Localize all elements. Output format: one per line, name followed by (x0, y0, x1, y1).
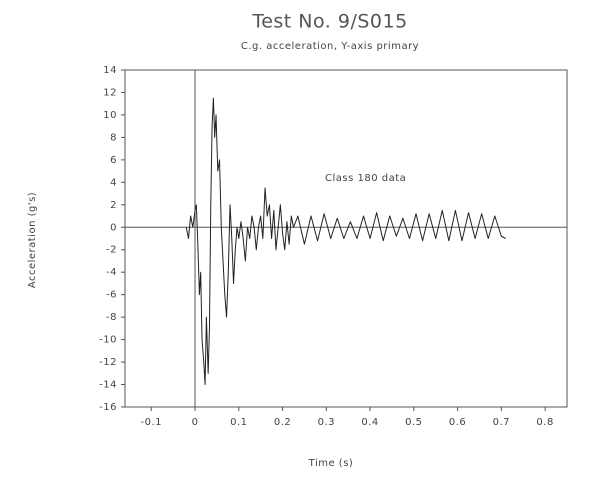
y-tick-label: -16 (99, 402, 117, 413)
y-tick-label: -2 (106, 245, 117, 256)
y-tick-label: 6 (110, 155, 117, 166)
y-tick-label: 4 (110, 177, 117, 188)
plot-frame (124, 69, 568, 408)
y-tick-label: -6 (106, 290, 117, 301)
x-tick-label: 0.5 (405, 417, 422, 428)
y-tick-label: 10 (103, 110, 117, 121)
annotation: Class 180 data (325, 173, 406, 184)
data-line (185, 97, 506, 386)
x-tick-label: -0.1 (140, 417, 162, 428)
y-tick-label: 12 (103, 87, 117, 98)
x-tick-label: 0.3 (318, 417, 335, 428)
y-tick-label: -4 (106, 267, 117, 278)
x-tick-label: 0.2 (274, 417, 291, 428)
x-tick-label: 0.7 (493, 417, 510, 428)
y-tick-label: 2 (110, 200, 117, 211)
x-tick-label: 0.6 (449, 417, 466, 428)
y-axis-label: Acceleration (g's) (27, 192, 38, 288)
x-tick-label: 0 (192, 417, 199, 428)
x-axis-label: Time (s) (308, 458, 354, 469)
y-tick-label: -12 (99, 357, 117, 368)
y-tick-label: -10 (99, 335, 117, 346)
chart-subtitle: C.g. acceleration, Y-axis primary (241, 41, 419, 52)
x-tick-label: 0.4 (361, 417, 378, 428)
y-tick-label: 0 (110, 222, 117, 233)
y-tick-label: -8 (106, 312, 117, 323)
y-tick-label: 8 (110, 132, 117, 143)
y-tick-label: 14 (103, 65, 117, 76)
chart-title: Test No. 9/S015 (251, 11, 407, 33)
x-tick-label: 0.1 (230, 417, 247, 428)
x-tick-label: 0.8 (536, 417, 553, 428)
y-tick-label: -14 (99, 380, 117, 391)
